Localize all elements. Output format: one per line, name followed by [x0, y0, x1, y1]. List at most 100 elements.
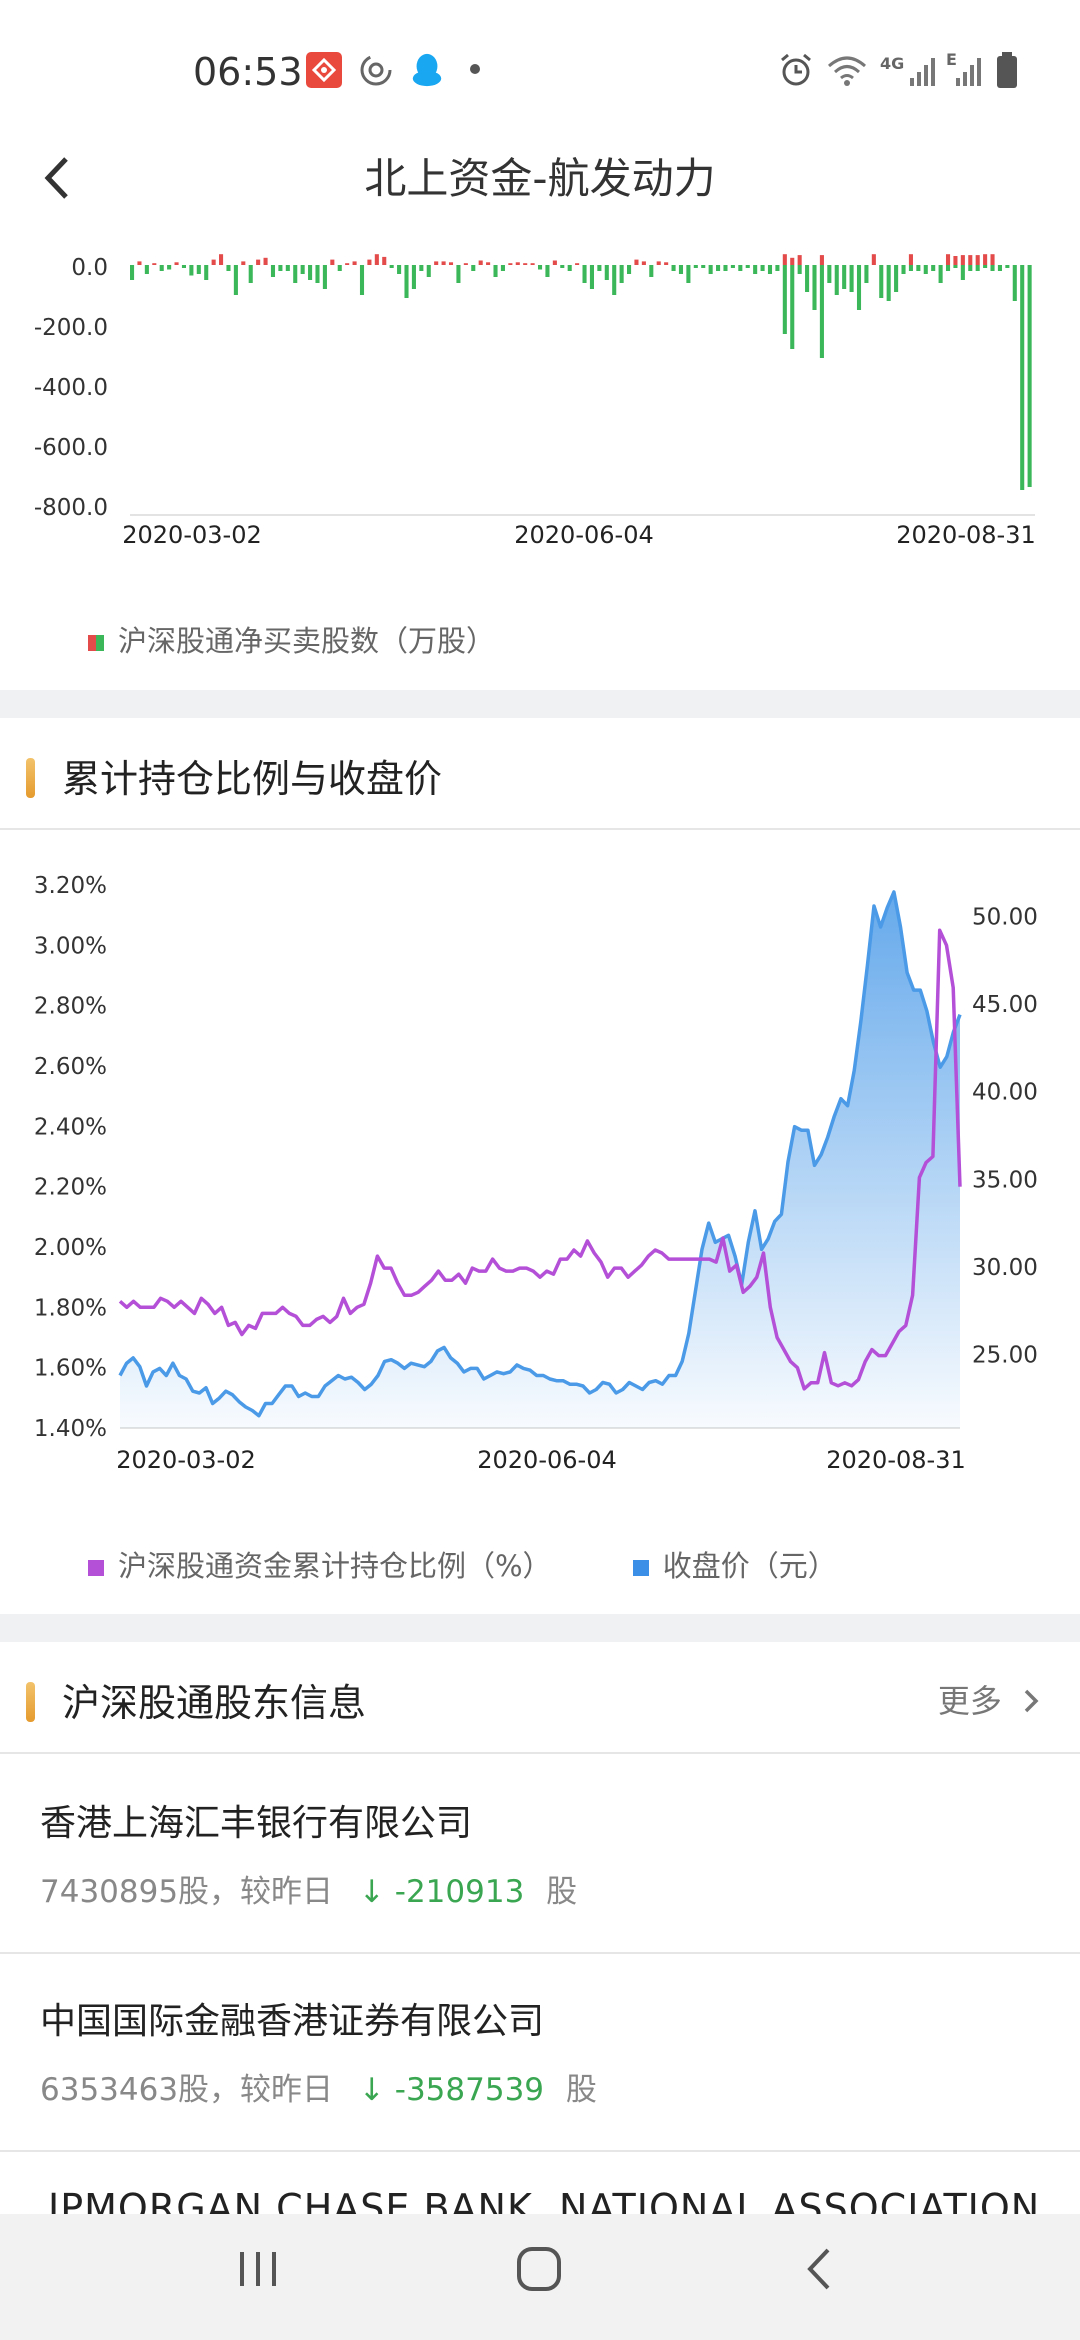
bar-sell [708, 265, 713, 274]
home-icon[interactable] [514, 2244, 564, 2294]
section-accent-bar [26, 1682, 35, 1722]
chevron-left-icon [44, 157, 68, 199]
holder-row[interactable]: 中国国际金融香港证券有限公司 6353463股，较昨日 ↓ -3587539 股 [0, 1954, 1080, 2152]
qq-icon [412, 53, 442, 87]
holder-change-unit: 股 [546, 1874, 578, 1910]
legend-label-price: 收盘价（元） [662, 1549, 837, 1583]
x-tick-label: 2020-03-02 [122, 521, 261, 549]
down-arrow-icon: ↓ [358, 1874, 385, 1910]
bar-buy [797, 255, 802, 265]
legend-label-ratio: 沪深股通资金累计持仓比例（%） [118, 1549, 552, 1583]
bar-buy [960, 255, 965, 265]
network-type-label-2: E [946, 50, 957, 69]
bar-sell [686, 265, 691, 283]
bar-sell [419, 265, 424, 271]
bar-sell [389, 265, 394, 268]
y-tick-label: -600.0 [34, 435, 108, 461]
section-divider [0, 690, 1080, 718]
bar-sell [181, 265, 187, 268]
bar-sell [604, 265, 609, 280]
y-tick-label: -200.0 [34, 315, 108, 341]
bar-buy [656, 261, 661, 265]
recent-apps-icon[interactable] [236, 2244, 280, 2294]
bar-buy [523, 263, 528, 265]
chevron-right-icon [1024, 1689, 1039, 1713]
network-type-label: 4G [880, 54, 905, 73]
price-area [120, 892, 960, 1428]
bar-sell [953, 265, 958, 268]
bar-sell [308, 265, 313, 280]
x-tick-label: 2020-06-04 [514, 521, 653, 549]
bar-sell [1020, 265, 1025, 490]
holder-name: 香港上海汇丰银行有限公司 [40, 1803, 473, 1844]
cumulative-section-header: 累计持仓比例与收盘价 [0, 718, 1080, 830]
back-nav-icon[interactable] [800, 2244, 840, 2294]
more-button[interactable]: 更多 [938, 1676, 1040, 1722]
y-left-tick-label: 1.40% [34, 1416, 107, 1442]
y-left-tick-label: 1.60% [34, 1356, 107, 1382]
bar-buy [575, 263, 580, 265]
app-notification-icon [306, 52, 342, 88]
bar-sell [767, 265, 773, 274]
bar-sell [233, 265, 238, 295]
bar-buy [137, 261, 142, 265]
bar-buy [211, 259, 216, 265]
bar-sell [1005, 265, 1010, 268]
bar-sell [285, 265, 290, 271]
bar-sell [945, 265, 951, 271]
bar-sell [315, 265, 320, 283]
bar-sell [931, 265, 936, 271]
bar-sell [753, 265, 758, 274]
back-button[interactable] [42, 145, 72, 215]
bar-sell [901, 265, 906, 274]
cumulative-ratio-price-chart: 3.20% 3.00% 2.80% 2.60% 2.40% 2.20% 2.00% 1.80%… [34, 873, 1038, 1474]
holders-section-header: 沪深股通股东信息 更多 [0, 1642, 1080, 1754]
bar-buy [352, 261, 357, 265]
status-time: 06:53 [193, 50, 303, 94]
bar-sell [649, 265, 654, 277]
bar-sell [827, 265, 832, 283]
bar-sell [456, 265, 461, 283]
bar-buy [530, 263, 535, 265]
cumulative-section-title: 累计持仓比例与收盘价 [62, 757, 443, 801]
x-tick-label: 2020-06-04 [477, 1446, 616, 1474]
bar-buy [819, 255, 824, 265]
y-right-tick-label: 45.00 [972, 992, 1038, 1018]
bar-sell [819, 265, 824, 358]
bar-sell [812, 265, 817, 310]
bar-sell [960, 265, 965, 280]
bar-sell [805, 265, 810, 292]
holders-section-title: 沪深股通股东信息 [62, 1681, 367, 1725]
y-right-tick-label: 30.00 [972, 1255, 1038, 1281]
y-tick-label: -800.0 [34, 495, 108, 521]
bar-sell [612, 265, 617, 295]
bar-sell [990, 265, 995, 271]
holder-name: 中国国际金融香港证券有限公司 [40, 2001, 545, 2042]
bar-sell [619, 265, 624, 283]
bar-sell [597, 265, 602, 271]
bar-sell [745, 265, 750, 268]
bar-buy [990, 254, 995, 265]
bar-sell [270, 265, 276, 277]
bar-sell [997, 265, 1002, 271]
holder-row-partial[interactable]: JPMORGAN CHASE BANK, NATIONAL ASSOCIATIO… [0, 2164, 1080, 2214]
bar-buy [945, 254, 951, 265]
page-title: 北上资金-航发动力 [364, 154, 716, 203]
bar-sell [500, 265, 505, 271]
ratio-line [118, 928, 962, 1391]
bar-sell [300, 265, 305, 274]
y-left-tick-label: 3.00% [34, 933, 107, 959]
bar-buy [790, 257, 795, 265]
net-chart-legend: 沪深股通净买卖股数（万股） [88, 618, 495, 660]
bar-buy [664, 262, 669, 265]
bar-buy [641, 261, 646, 265]
holder-row[interactable]: 香港上海汇丰银行有限公司 7430895股，较昨日 ↓ -210913 股 [0, 1756, 1080, 1954]
bar-sell [545, 265, 550, 277]
bar-buy [953, 256, 958, 265]
bar-buy [871, 254, 876, 265]
bar-sell [322, 265, 327, 289]
bar-sell [627, 265, 632, 274]
section-divider-2 [0, 1614, 1080, 1642]
x-tick-label: 2020-08-31 [896, 521, 1035, 549]
page-header: 北上资金-航发动力 [0, 135, 1080, 215]
